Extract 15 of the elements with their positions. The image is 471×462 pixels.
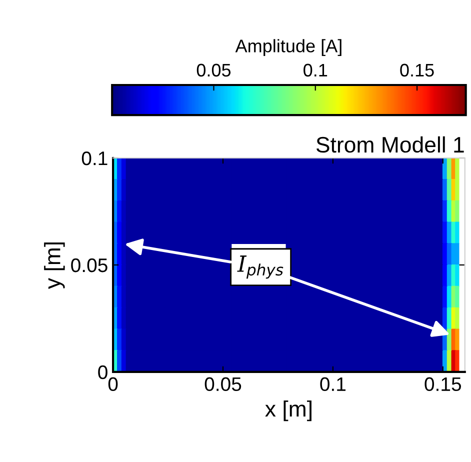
x-tick-label: 0.15 (424, 377, 461, 392)
color-bar-label: 0.15 (400, 64, 434, 77)
x-tick-label: 0.1 (320, 377, 346, 392)
x-axis-title: x [m] (265, 400, 312, 422)
y-tick-label: 0 (98, 365, 108, 380)
annotation: I$_{phys}$ (237, 256, 284, 279)
y-tick-label: 0.1 (82, 151, 108, 166)
chart-title: Strom Modell 1 (316, 136, 464, 153)
y-axis-title: y [m] (44, 242, 65, 289)
color-bar-label: 0.05 (196, 64, 231, 77)
y-tick-label: 0.05 (71, 258, 108, 272)
x-tick-label: 0 (108, 377, 118, 392)
color-bar-title: Amplitude [A] (235, 39, 342, 56)
x-tick-label: 0.05 (204, 377, 242, 392)
color-bar-label: 0.1 (304, 64, 328, 77)
